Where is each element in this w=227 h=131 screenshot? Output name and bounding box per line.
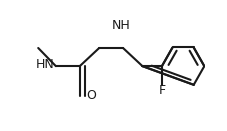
Text: O: O (86, 89, 95, 102)
Text: NH: NH (111, 19, 130, 32)
Text: HN: HN (35, 58, 54, 71)
Text: F: F (158, 84, 166, 97)
